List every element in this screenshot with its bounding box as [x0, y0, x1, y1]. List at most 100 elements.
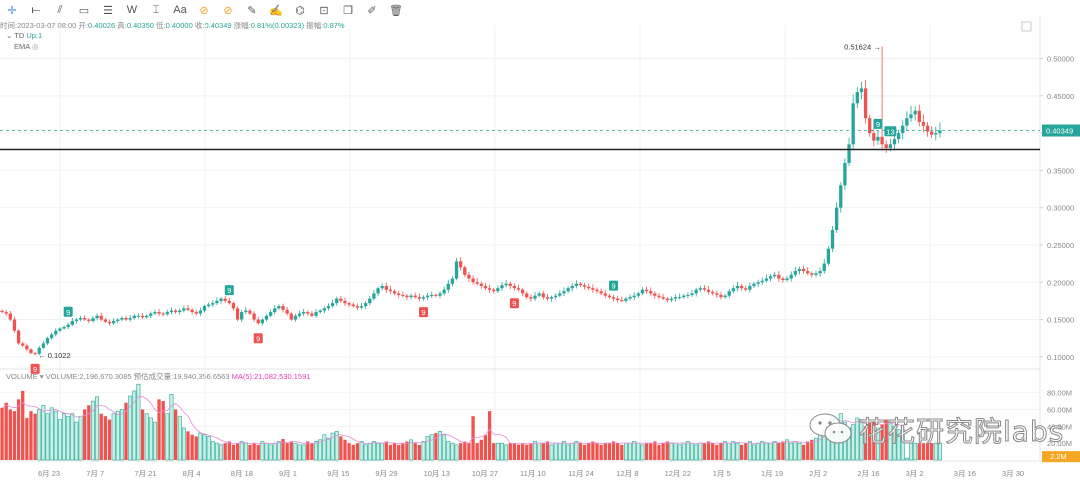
volume-bar — [95, 396, 100, 461]
magnet-weak-icon[interactable]: ⊘ — [199, 4, 209, 17]
visibility-icon[interactable]: ⌬ — [295, 4, 305, 17]
candle — [574, 283, 579, 286]
volume-bar — [859, 419, 864, 461]
volume-dropdown-icon[interactable]: ▾ — [39, 372, 46, 381]
lock-icon[interactable]: ⊡ — [319, 4, 329, 17]
candle — [318, 310, 322, 313]
ema-indicator-row[interactable]: EMA ◎ — [14, 42, 38, 51]
volume-bar — [306, 441, 310, 460]
candle — [537, 293, 541, 296]
price-axis-tick: 0.45000 — [1047, 92, 1074, 101]
candle — [384, 285, 388, 290]
candle — [582, 285, 587, 287]
time-axis-tick: 3月 16 — [954, 469, 976, 478]
candle — [752, 283, 756, 286]
volume-bar — [41, 404, 46, 461]
candle — [413, 295, 417, 298]
volume-indicator-name[interactable]: VOLUME — [6, 372, 38, 381]
candle — [760, 280, 764, 283]
volume-bar — [401, 443, 405, 460]
magnet-strong-icon[interactable]: ⊘ — [223, 4, 233, 17]
measure-icon[interactable]: ⌶ — [152, 3, 160, 16]
candle — [599, 291, 603, 294]
volume-bar — [587, 443, 591, 460]
candle — [677, 297, 682, 299]
candle — [306, 312, 310, 314]
time-axis-tick: 12月 22 — [665, 469, 691, 478]
candle — [781, 278, 785, 281]
candle — [917, 110, 921, 122]
collapse-chevron-icon[interactable]: ⌄ — [6, 31, 13, 40]
candle — [880, 136, 884, 145]
candle — [921, 121, 926, 126]
volume-value: VOLUME:2,196,670.3085 — [45, 372, 132, 381]
delete-icon[interactable]: 🗑 — [389, 4, 403, 17]
rectangle-icon[interactable]: ▭ — [78, 4, 90, 17]
volume-bar — [252, 443, 256, 460]
candle — [380, 285, 384, 289]
volume-bar — [409, 439, 414, 461]
candle — [483, 285, 488, 289]
current-volume-tag — [1042, 451, 1080, 463]
candle — [715, 293, 719, 295]
volume-bar — [157, 399, 161, 460]
volume-axis-tick: 60.00M — [1047, 405, 1072, 414]
volume-bar — [884, 419, 888, 460]
text-icon[interactable]: Aa — [173, 4, 187, 16]
crosshair-icon[interactable]: ✛ — [7, 4, 17, 17]
volume-bar — [49, 407, 54, 461]
volume-bar — [115, 410, 120, 461]
edit-icon[interactable]: ✐ — [367, 4, 377, 17]
eye-hidden-icon[interactable]: ◎ — [31, 42, 39, 51]
candle — [607, 295, 612, 298]
volume-bar — [140, 409, 145, 460]
volume-bar — [429, 434, 434, 461]
td-sequential-marker — [63, 306, 73, 317]
volume-bar — [293, 442, 298, 461]
volume-bar — [66, 415, 71, 461]
brush-icon[interactable]: ✍ — [269, 4, 283, 17]
wave-icon[interactable]: W — [126, 4, 138, 16]
candle — [182, 308, 186, 311]
price-axis-tick: 0.50000 — [1047, 55, 1074, 64]
volume-bar — [276, 441, 281, 461]
trend-line-icon[interactable]: ⫽ — [57, 3, 63, 16]
volume-bar — [904, 457, 909, 461]
fullscreen-icon[interactable] — [1021, 21, 1032, 32]
candle — [252, 313, 256, 320]
candle — [516, 288, 521, 290]
candle — [706, 289, 711, 292]
time-axis-tick: 9月 1 — [279, 469, 297, 478]
volume-bar — [227, 441, 231, 460]
volume-bar — [260, 441, 265, 461]
volume-bar — [541, 443, 545, 460]
high-label: 高: — [117, 21, 127, 30]
candle — [359, 306, 364, 308]
volume-bar — [111, 413, 116, 461]
horizontal-line-icon[interactable]: ⟝ — [31, 3, 41, 16]
volume-bar — [706, 441, 711, 460]
candle — [876, 136, 880, 141]
candle — [578, 283, 583, 286]
volume-bar — [194, 436, 198, 460]
candle — [231, 303, 236, 309]
volume-bar — [599, 444, 603, 460]
high-marker: 0.51624 → — [844, 42, 881, 51]
pencil-icon[interactable]: ✎ — [247, 4, 257, 17]
fib-lines-icon[interactable]: ☰ — [103, 4, 113, 17]
td-indicator-row[interactable]: ⌄ TD Up:1 — [6, 31, 42, 40]
candle — [459, 261, 463, 268]
volume-bar — [83, 409, 87, 460]
volume-bar — [272, 442, 277, 461]
volume-bar — [545, 441, 550, 460]
volume-bar — [677, 444, 682, 461]
copy-icon[interactable]: ❐ — [343, 4, 353, 17]
volume-ma-line — [1, 396, 908, 445]
candle — [4, 312, 8, 314]
candle — [343, 300, 347, 304]
candle — [768, 276, 773, 279]
volume-bar — [694, 444, 699, 461]
candle — [839, 185, 843, 208]
volume-bar — [198, 432, 203, 461]
